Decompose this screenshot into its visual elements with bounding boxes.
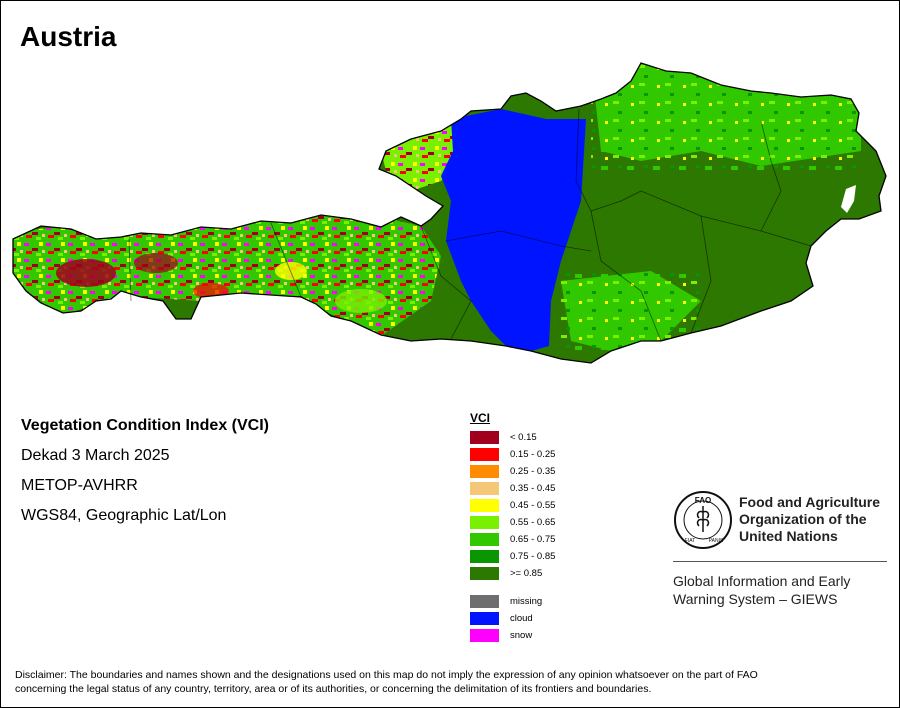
org-divider bbox=[673, 561, 887, 562]
legend-swatch bbox=[470, 533, 499, 546]
vci-class-mid-patch bbox=[275, 262, 307, 280]
legend-swatch bbox=[470, 516, 499, 529]
vci-class-085-area bbox=[13, 63, 886, 363]
legend-label: snow bbox=[510, 630, 533, 641]
legend-swatch bbox=[470, 612, 499, 625]
system-line2: Warning System – GIEWS bbox=[673, 591, 838, 607]
legend-title: VCI bbox=[470, 411, 491, 425]
legend-label: >= 0.85 bbox=[510, 568, 543, 579]
map-info: Vegetation Condition Index (VCI) Dekad 3… bbox=[21, 415, 269, 535]
legend-swatch bbox=[470, 482, 499, 495]
system-line1: Global Information and Early bbox=[673, 573, 851, 589]
fao-logo-motto-left: FIAT bbox=[685, 538, 695, 544]
vci-class-low-patch bbox=[134, 253, 178, 273]
period-label: Dekad 3 March 2025 bbox=[21, 447, 170, 464]
legend-swatch bbox=[470, 465, 499, 478]
legend-swatch bbox=[470, 431, 499, 444]
map-title: Austria bbox=[20, 21, 117, 52]
legend-label: 0.75 - 0.85 bbox=[510, 551, 556, 562]
legend-swatch bbox=[470, 629, 499, 642]
sensor-label: METOP-AVHRR bbox=[21, 477, 138, 494]
legend-swatch bbox=[470, 499, 499, 512]
fao-logo-icon: FAO FIAT PANIS bbox=[674, 491, 732, 549]
org-name-line3: United Nations bbox=[739, 528, 838, 544]
lake-neusiedl bbox=[841, 185, 856, 213]
province-borders bbox=[128, 108, 812, 342]
vci-class-mid-patch bbox=[335, 289, 387, 313]
vci-legend: VCI < 0.15 0.15 - 0.25 0.25 - 0.35 0.35 - 0… bbox=[470, 411, 555, 642]
projection-label: WGS84, Geographic Lat/Lon bbox=[21, 507, 227, 524]
fao-logo-motto-right: PANIS bbox=[709, 538, 724, 544]
legend-label: < 0.15 bbox=[510, 432, 537, 443]
legend-label: 0.65 - 0.75 bbox=[510, 534, 556, 545]
organization-name: Food and Agriculture Organization of the… bbox=[739, 494, 880, 545]
org-name-line2: Organization of the bbox=[739, 511, 867, 527]
legend-swatch bbox=[470, 448, 499, 461]
cloud-area bbox=[441, 109, 586, 351]
index-name: Vegetation Condition Index (VCI) bbox=[21, 417, 269, 434]
vci-class-low-patch bbox=[56, 259, 116, 287]
disclaimer: Disclaimer: The boundaries and names sho… bbox=[15, 668, 895, 696]
fao-logo-letters: FAO bbox=[695, 496, 711, 505]
legend-label: 0.35 - 0.45 bbox=[510, 483, 556, 494]
disclaimer-line1: Disclaimer: The boundaries and names sho… bbox=[15, 669, 758, 681]
legend-label: cloud bbox=[510, 613, 533, 624]
legend-swatch bbox=[470, 550, 499, 563]
system-name: Global Information and Early Warning Sys… bbox=[673, 572, 850, 608]
org-name-line1: Food and Agriculture bbox=[739, 494, 881, 510]
vci-mixed-alpine bbox=[13, 206, 441, 336]
legend-swatch bbox=[470, 567, 499, 580]
legend-label: missing bbox=[510, 596, 543, 607]
legend-label: 0.15 - 0.25 bbox=[510, 449, 556, 460]
legend-swatch bbox=[470, 595, 499, 608]
legend-label: 0.55 - 0.65 bbox=[510, 517, 556, 528]
legend-label: 0.25 - 0.35 bbox=[510, 466, 556, 477]
legend-label: 0.45 - 0.55 bbox=[510, 500, 556, 511]
austria-vci-map bbox=[12, 62, 887, 364]
disclaimer-line2: concerning the legal status of any count… bbox=[15, 683, 652, 695]
